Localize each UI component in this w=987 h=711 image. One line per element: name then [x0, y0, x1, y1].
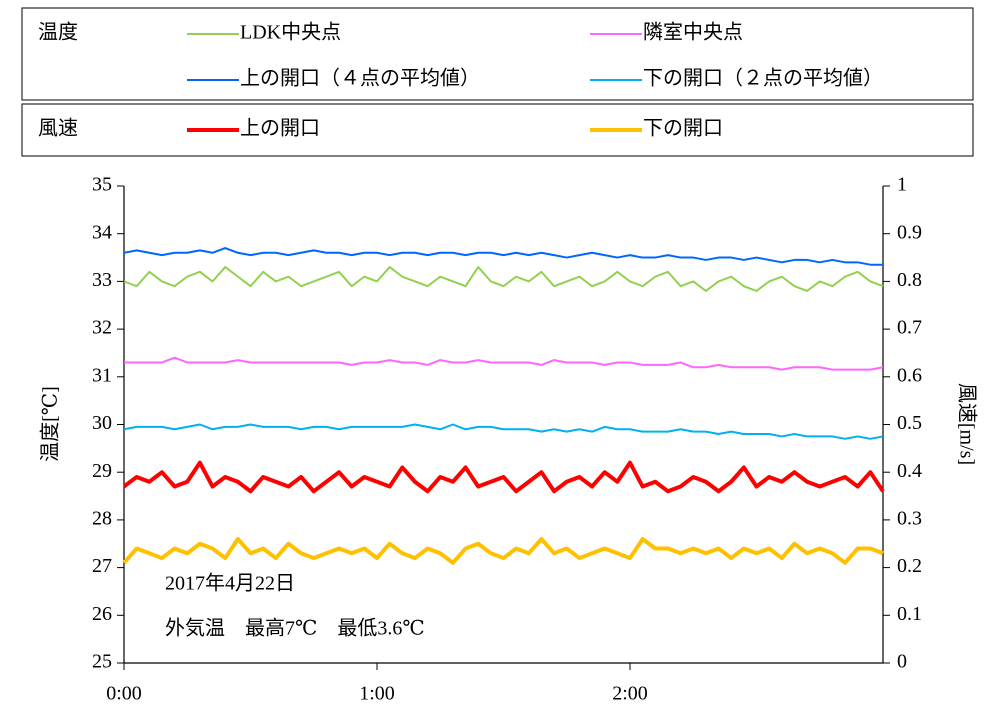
y2-tick-label: 0.2	[897, 555, 922, 577]
y-tick-label: 34	[92, 221, 112, 243]
y2-tick-label: 0	[897, 651, 907, 673]
y-tick-label: 32	[92, 317, 112, 339]
y2-axis-label: 風速[m/s]	[955, 383, 978, 465]
legend-label: 下の開口	[643, 118, 723, 140]
y-tick-label: 30	[92, 412, 112, 434]
y-tick-label: 33	[92, 269, 112, 291]
y2-tick-label: 0.9	[897, 221, 922, 243]
legend-label: 隣室中央点	[643, 21, 743, 44]
legend-title: 風速	[38, 117, 78, 140]
legend-box	[21, 7, 974, 101]
y-tick-label: 25	[92, 651, 112, 673]
y2-tick-label: 0.8	[897, 269, 922, 291]
x-tick-label: 2:00	[612, 683, 648, 705]
y2-tick-label: 0.6	[897, 364, 922, 386]
y2-tick-label: 0.5	[897, 412, 922, 434]
series-line	[124, 356, 884, 371]
y2-tick-label: 0.4	[897, 460, 922, 482]
series-line	[123, 423, 884, 440]
y2-tick-label: 0.1	[897, 603, 922, 625]
series-line	[123, 266, 884, 292]
series-line	[122, 536, 884, 565]
legend-label: LDK中央点	[240, 21, 341, 44]
y-tick-label: 35	[92, 174, 112, 196]
y-tick-label: 27	[92, 555, 112, 577]
legend-label: 下の開口（２点の平均値）	[643, 67, 883, 90]
annotation: 外気温 最高7℃ 最低3.6℃	[165, 617, 425, 640]
y-tick-label: 31	[92, 364, 112, 386]
y-tick-label: 29	[92, 460, 112, 482]
series-line	[123, 247, 883, 266]
y-axis-label: 温度[℃]	[39, 386, 62, 462]
legend-box	[21, 103, 974, 157]
legend-title: 温度	[38, 21, 78, 44]
y2-tick-label: 0.7	[897, 317, 922, 339]
annotation: 2017年4月22日	[165, 572, 295, 595]
x-tick-label: 0:00	[106, 683, 142, 705]
legend-label: 上の開口（４点の平均値）	[240, 67, 480, 90]
y2-tick-label: 0.3	[897, 507, 922, 529]
x-tick-label: 1:00	[359, 683, 395, 705]
y-tick-label: 28	[92, 507, 112, 529]
series-line	[122, 460, 885, 494]
y2-tick-label: 1	[897, 174, 907, 196]
y-tick-label: 26	[92, 603, 112, 625]
legend-label: 上の開口	[240, 117, 320, 140]
